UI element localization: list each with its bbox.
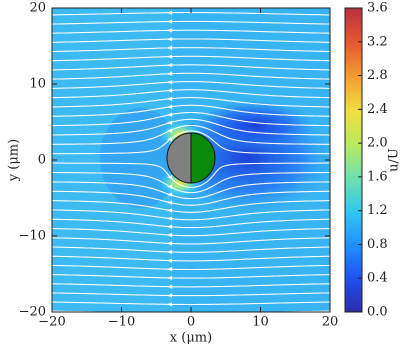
streamline: [52, 283, 330, 288]
streamline-arrow: [167, 88, 173, 93]
colorbar-tick-label: 0.0: [367, 305, 388, 320]
x-tick-label: −20: [38, 315, 65, 330]
streamline: [52, 124, 330, 145]
streamline: [52, 264, 330, 271]
colorbar-tick-label: 2.4: [367, 102, 388, 117]
streamline: [52, 292, 330, 297]
streamline: [52, 104, 330, 117]
colorbar-tick-label: 1.2: [367, 203, 388, 218]
streamline: [52, 162, 330, 188]
streamline-arrow: [167, 10, 173, 15]
y-tick-label: 10: [29, 77, 46, 92]
particle-right: [190, 132, 216, 184]
colorbar-label: u/U: [387, 148, 402, 172]
streamline-arrow: [167, 62, 173, 68]
streamline-arrow: [167, 137, 173, 142]
streamline: [52, 246, 330, 253]
x-tick-label: 20: [322, 315, 339, 330]
colorbar: [344, 7, 363, 313]
streamline-arrow: [167, 258, 173, 263]
streamline-arrow: [167, 174, 173, 180]
streamline: [52, 89, 330, 99]
y-tick-label: 0: [38, 153, 46, 168]
streamline: [52, 64, 330, 71]
streamline-arrow: [167, 184, 173, 189]
streamline-arrow: [167, 302, 173, 307]
streamline-arrow: [167, 96, 173, 101]
streamline: [52, 200, 330, 213]
streamline-arrow: [167, 120, 173, 125]
streamline-arrow: [167, 216, 173, 221]
streamline: [52, 209, 330, 221]
streamline: [52, 111, 330, 127]
particle-left: [166, 132, 192, 184]
streamline-arrow: [167, 224, 173, 229]
x-axis-label: x (μm): [170, 331, 212, 346]
streamline-arrow: [167, 208, 173, 213]
streamline: [52, 38, 330, 43]
streamline: [52, 181, 330, 200]
streamline-arrow: [167, 45, 173, 51]
streamline: [52, 274, 330, 279]
x-tick-label: −10: [108, 315, 135, 330]
streamline-arrow: [167, 293, 173, 298]
colorbar-tick-label: 1.6: [367, 169, 388, 184]
streamline: [52, 118, 330, 136]
colorbar-tick-label: 0.8: [367, 237, 388, 252]
colorbar-tick-label: 3.2: [367, 34, 388, 49]
colorbar-tick-label: 0.4: [367, 271, 388, 286]
streamline-arrow: [167, 241, 173, 246]
field: [52, 8, 330, 312]
streamline: [52, 55, 330, 62]
streamline: [52, 190, 330, 206]
streamline: [52, 171, 330, 194]
streamline-arrow: [167, 128, 173, 133]
y-tick-label: −20: [19, 305, 46, 320]
streamline: [52, 20, 330, 25]
colorbar-tick-label: 3.6: [367, 1, 388, 16]
streamlines: [52, 10, 330, 312]
streamline-arrow: [167, 267, 173, 272]
streamline-arrow: [167, 79, 173, 85]
streamline-arrow: [167, 232, 173, 238]
x-tick-label: 0: [187, 315, 195, 330]
y-tick-label: −10: [19, 229, 46, 244]
streamline: [52, 97, 330, 108]
streamline-arrow: [167, 104, 173, 110]
streamline-arrow: [167, 28, 173, 33]
streamline-arrow: [167, 192, 173, 197]
streamline: [52, 227, 330, 237]
streamline-arrow: [167, 36, 173, 42]
streamline: [52, 130, 330, 155]
colorbar-tick-label: 2.0: [367, 136, 388, 151]
streamline: [52, 81, 330, 89]
streamline: [52, 218, 330, 229]
wake-region: [195, 100, 315, 150]
streamline-arrow: [167, 249, 173, 255]
y-tick-label: 20: [29, 1, 46, 16]
streamline: [52, 301, 330, 306]
streamline: [52, 29, 330, 34]
streamline: [52, 237, 330, 245]
streamline: [52, 47, 330, 53]
colorbar-tick-label: 2.8: [367, 68, 388, 83]
y-axis-label: y (μm): [7, 139, 22, 182]
streamline-arrow: [167, 200, 173, 205]
streamline-arrow: [167, 71, 173, 76]
streamline: [52, 72, 330, 80]
streamline-arrow: [167, 275, 173, 281]
streamline-arrow: [167, 284, 173, 289]
streamline-arrow: [167, 112, 173, 117]
streamline-arrow: [167, 19, 173, 24]
x-tick-label: 10: [252, 315, 269, 330]
streamline-arrow: [167, 54, 173, 59]
streamline: [52, 255, 330, 262]
